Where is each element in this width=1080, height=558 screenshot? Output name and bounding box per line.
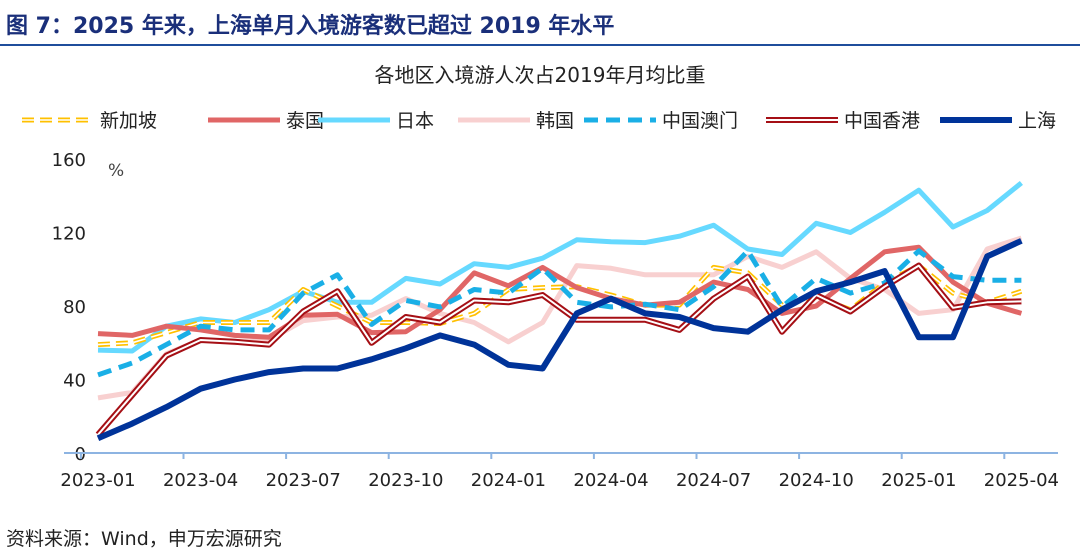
chart-title: 各地区入境游人次占2019年月均比重	[375, 63, 706, 87]
y-axis: 04080120160	[52, 150, 86, 465]
x-tick-label: 2025-04	[984, 470, 1059, 491]
series-line-4-stroke	[97, 248, 1022, 378]
legend-label: 中国澳门	[662, 110, 738, 132]
series-line-2	[97, 180, 1023, 354]
legend-label: 泰国	[286, 110, 324, 132]
series-line-3-stroke	[97, 235, 1023, 401]
legend-item: 上海	[940, 110, 1056, 132]
x-tick-label: 2023-10	[368, 470, 443, 491]
series-line-4	[97, 248, 1022, 378]
source-note: 资料来源：Wind，申万宏源研究	[6, 528, 282, 550]
figure-title: 图 7：2025 年来，上海单月入境游客数已超过 2019 年水平	[6, 14, 615, 39]
x-tick-label: 2023-04	[163, 470, 238, 491]
series-line-2-stroke	[97, 180, 1023, 354]
title-divider	[0, 44, 1080, 46]
x-tick-label: 2023-07	[266, 470, 341, 491]
y-tick-label: 40	[63, 371, 86, 392]
legend-label: 中国香港	[844, 110, 920, 132]
legend-item: 新加坡	[22, 110, 157, 132]
legend-item: 中国香港	[766, 110, 920, 132]
legend-item: 日本	[318, 110, 434, 132]
series-line-3	[97, 235, 1023, 401]
legend-item: 韩国	[458, 110, 574, 132]
y-tick-label: 160	[52, 150, 86, 171]
x-tick-label: 2024-04	[573, 470, 648, 491]
y-tick-label: 80	[63, 297, 86, 318]
x-tick-label: 2024-10	[779, 470, 854, 491]
legend: 新加坡 泰国 日本 韩国 中国澳门 中国香港 上海	[22, 110, 1056, 132]
y-axis-unit-label: %	[108, 161, 124, 181]
series-line-6	[96, 238, 1023, 442]
x-axis: 2023-01 2023-04 2023-07 2023-10 2024-01 2024-…	[60, 452, 1059, 491]
series-line-0-inner	[97, 264, 1022, 346]
series-line-5-inner	[97, 264, 1022, 436]
x-tick-label: 2023-01	[60, 470, 135, 491]
legend-item: 泰国	[208, 110, 324, 132]
series-line-6-stroke	[96, 238, 1023, 442]
legend-label: 日本	[396, 110, 434, 132]
legend-label: 韩国	[536, 110, 574, 132]
plot-area	[95, 180, 1023, 442]
series-line-1-stroke	[97, 244, 1023, 340]
legend-label: 新加坡	[100, 110, 157, 132]
series-line-5	[95, 262, 1022, 437]
x-tick-label: 2025-01	[881, 470, 956, 491]
legend-label: 上海	[1018, 110, 1056, 132]
y-tick-label: 120	[52, 224, 86, 245]
x-tick-label: 2024-01	[471, 470, 546, 491]
x-tick-label: 2024-07	[676, 470, 751, 491]
legend-item: 中国澳门	[584, 110, 738, 132]
